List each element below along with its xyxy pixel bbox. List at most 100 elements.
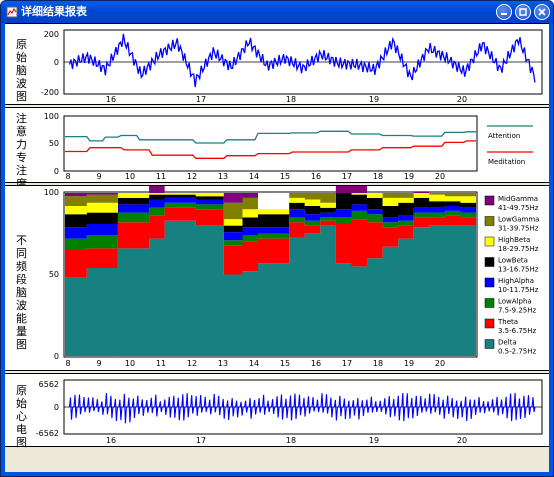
maximize-button[interactable] — [515, 4, 531, 20]
raw-eeg-chart: 200 0 -200 16 17 18 19 20 — [41, 29, 543, 104]
band-legend-range: 0.5-2.75Hz — [498, 348, 537, 356]
attention-xtick: 14 — [249, 172, 259, 181]
maximize-icon — [519, 8, 527, 16]
band-power-ytick: 50 — [49, 270, 59, 279]
band-area-highbeta — [65, 193, 476, 226]
ecg-line — [68, 392, 536, 424]
attention-ytick: 100 — [44, 112, 59, 121]
band-power-xtick: 19 — [404, 359, 414, 368]
ecg-chart: 6562 0 -6562 16 17 18 19 20 — [36, 379, 543, 445]
raw-eeg-xtick: 19 — [369, 95, 379, 104]
attention-xtick: 20 — [435, 172, 445, 181]
raw-eeg-label: 原始脑波图 — [16, 38, 27, 103]
band-legend-swatch — [484, 277, 495, 288]
band-power-xtick: 15 — [280, 359, 290, 368]
band-power-ytick: 0 — [54, 352, 59, 361]
band-legend-range: 7.5-9.25Hz — [498, 307, 537, 315]
band-legend-name: LowGamma — [498, 216, 539, 224]
band-legend-name: HighAlpha — [498, 277, 534, 285]
title-bar[interactable]: 详细结果报表 — [1, 1, 553, 23]
attention-xtick: 9 — [96, 172, 101, 181]
band-power-xtick: 11 — [156, 359, 166, 368]
band-area-lowalpha — [65, 202, 476, 250]
band-power-panel: 不同频段脑波能量图 100 50 0 MidGamma 41-49.75Hz Low… — [5, 185, 549, 371]
attention-xtick: 10 — [125, 172, 135, 181]
meditation-line — [65, 140, 476, 159]
attention-xtick: 18 — [373, 172, 383, 181]
band-area-highalpha — [65, 197, 476, 241]
band-legend-range: 41-49.75Hz — [498, 204, 539, 212]
band-legend-range: 18-29.75Hz — [498, 245, 539, 253]
raw-eeg-xtick: 18 — [286, 95, 296, 104]
window-title: 详细结果报表 — [21, 5, 87, 18]
raw-eeg-xtick: 20 — [457, 95, 467, 104]
raw-eeg-ytick: 200 — [44, 30, 59, 39]
close-icon — [538, 8, 546, 16]
raw-eeg-xtick: 17 — [196, 95, 206, 104]
band-power-xtick: 9 — [96, 359, 101, 368]
attention-ytick: 0 — [54, 167, 59, 176]
attention-panel: 注意力专注度图 100 50 0 Attention Meditation 8 … — [5, 107, 549, 203]
attention-xtick: 16 — [311, 172, 321, 181]
ecg-xtick: 16 — [106, 436, 116, 445]
meditation-legend-label: Meditation — [488, 158, 525, 166]
band-power-xtick: 17 — [342, 359, 352, 368]
band-legend-name: LowAlpha — [498, 298, 532, 306]
band-legend-name: Theta — [497, 318, 518, 326]
band-legend-swatch — [484, 195, 495, 206]
band-legend-name: LowBeta — [498, 257, 528, 265]
ecg-xtick: 20 — [457, 436, 467, 445]
close-button[interactable] — [534, 4, 550, 20]
ecg-xtick: 17 — [196, 436, 206, 445]
band-power-xtick: 12 — [187, 359, 197, 368]
band-legend-swatch — [484, 339, 495, 349]
minimize-button[interactable] — [496, 4, 512, 20]
band-power-xtick: 20 — [435, 359, 445, 368]
band-legend-swatch — [484, 216, 495, 226]
band-area-lowbeta — [65, 193, 476, 233]
band-legend-swatch — [484, 236, 495, 247]
band-power-xtick: 8 — [65, 359, 70, 368]
ecg-ytick: 0 — [54, 403, 59, 412]
raw-eeg-xticks: 16 17 18 19 20 — [106, 95, 467, 104]
minimize-icon — [501, 13, 507, 15]
raw-eeg-xtick: 16 — [106, 95, 116, 104]
band-power-xtick: 16 — [311, 359, 321, 368]
attention-xtick: 19 — [404, 172, 414, 181]
attention-xtick: 13 — [218, 172, 228, 181]
band-legend-swatch — [484, 298, 495, 308]
ecg-ytick: -6562 — [36, 429, 59, 438]
raw-eeg-panel: 原始脑波图 200 0 -200 16 17 18 19 20 — [5, 23, 549, 105]
band-area-theta — [65, 207, 476, 278]
attention-xtick: 8 — [65, 172, 70, 181]
band-area-delta — [65, 220, 476, 356]
attention-legend-label: Attention — [488, 132, 520, 140]
band-legend-name: MidGamma — [498, 195, 538, 203]
ecg-panel: 原始心电图 6562 0 -6562 16 17 18 19 20 — [5, 373, 549, 449]
ecg-xtick: 18 — [286, 436, 296, 445]
band-legend-range: 10-11.75Hz — [498, 286, 539, 294]
attention-xtick: 11 — [156, 172, 166, 181]
band-power-xtick: 13 — [218, 359, 228, 368]
band-legend-range: 31-39.75Hz — [498, 225, 539, 233]
band-legend-range: 13-16.75Hz — [498, 266, 539, 274]
raw-eeg-line — [68, 33, 536, 88]
attention-xtick: 12 — [187, 172, 197, 181]
app-icon — [6, 6, 18, 18]
raw-eeg-ytick: -200 — [41, 88, 59, 97]
band-power-xtick: 10 — [125, 359, 135, 368]
band-power-xtick: 18 — [373, 359, 383, 368]
ecg-label: 原始心电图 — [16, 384, 27, 449]
attention-chart: 100 50 0 Attention Meditation 8 9 10 11 … — [44, 112, 533, 181]
attention-ytick: 50 — [49, 139, 59, 148]
band-legend-swatch — [484, 257, 495, 267]
attention-plot-area — [63, 115, 478, 172]
band-power-label: 不同频段脑波能量图 — [16, 234, 27, 351]
band-legend-name: HighBeta — [498, 236, 530, 244]
attention-xtick: 15 — [280, 172, 290, 181]
band-power-xtick: 14 — [249, 359, 259, 368]
